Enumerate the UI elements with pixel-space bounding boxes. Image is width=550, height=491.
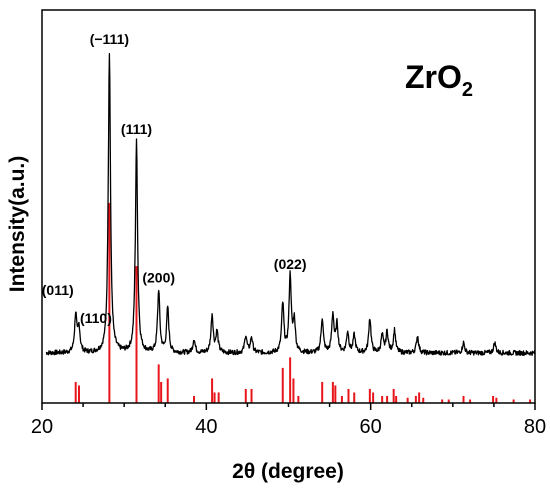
compound-subscript: 2 bbox=[462, 79, 473, 101]
x-axis-title: 2θ (degree) bbox=[232, 460, 344, 483]
x-tick-label: 20 bbox=[31, 416, 53, 438]
compound-base: ZrO bbox=[405, 59, 462, 95]
peak-label: (011) bbox=[42, 282, 74, 298]
peak-label: (−111) bbox=[90, 31, 129, 47]
peak-label: (110) bbox=[80, 310, 112, 326]
x-ticks bbox=[41, 403, 536, 410]
peak-label: (200) bbox=[142, 270, 175, 286]
peak-label: (111) bbox=[121, 121, 152, 137]
reference-sticks bbox=[74, 202, 532, 403]
x-tick-label: 80 bbox=[524, 416, 546, 438]
compound-label: ZrO2 bbox=[405, 59, 473, 101]
x-tick-label: 40 bbox=[195, 416, 217, 438]
y-axis-title: Intensity(a.u.) bbox=[6, 156, 29, 293]
xrd-pattern-line bbox=[45, 52, 536, 357]
peak-label: (022) bbox=[274, 256, 307, 272]
x-tick-label: 60 bbox=[360, 416, 382, 438]
x-tick-labels: 20 40 60 80 bbox=[31, 416, 546, 438]
peak-labels: (011) (110) (−111) (111) (200) (022) bbox=[42, 31, 307, 326]
